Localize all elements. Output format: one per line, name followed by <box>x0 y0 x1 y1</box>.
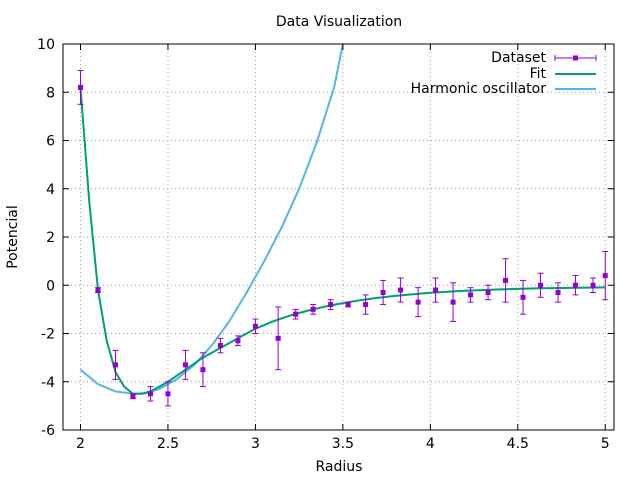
data-point <box>572 275 579 296</box>
y-axis-label: Potencial <box>5 205 21 269</box>
data-marker <box>77 84 83 90</box>
legend: Dataset Fit Harmonic oscillator <box>411 50 597 97</box>
y-tick-label: -4 <box>41 375 55 391</box>
data-point <box>432 277 439 303</box>
data-marker <box>503 277 509 283</box>
data-point <box>590 277 597 293</box>
data-marker <box>398 287 404 293</box>
y-tick-label: -6 <box>41 423 55 439</box>
data-marker <box>602 273 608 279</box>
data-marker <box>573 282 579 288</box>
harmonic-oscillator-line <box>79 44 344 395</box>
x-tick-label: 2.5 <box>157 436 179 452</box>
data-point <box>537 272 544 298</box>
data-point <box>397 277 404 303</box>
data-point <box>555 282 562 303</box>
data-marker <box>555 289 561 295</box>
grid <box>63 43 614 431</box>
data-point <box>520 279 527 315</box>
y-tick-label: 0 <box>46 278 55 294</box>
data-marker <box>275 335 281 341</box>
y-tick-label: 2 <box>46 230 55 246</box>
data-marker <box>293 311 299 317</box>
axis-ticks <box>63 43 614 431</box>
legend-label-fit: Fit <box>530 66 547 82</box>
legend-dataset-marker <box>573 55 578 61</box>
data-marker <box>415 299 421 305</box>
legend-label-dataset: Dataset <box>491 50 546 66</box>
data-point <box>327 299 334 310</box>
data-marker <box>468 292 474 298</box>
x-tick-label: 4 <box>426 436 435 452</box>
data-point <box>199 352 206 388</box>
x-tick-label: 5 <box>601 436 610 452</box>
data-marker <box>200 367 206 373</box>
data-point <box>292 308 299 320</box>
data-marker <box>345 302 351 308</box>
tick-labels: 2 2.5 3 3.5 4 4.5 5 -6 -4 -2 0 2 4 6 8 10 <box>37 37 610 452</box>
data-marker <box>590 282 596 288</box>
y-tick-label: 10 <box>37 37 55 53</box>
data-marker <box>433 287 439 293</box>
data-point <box>112 349 119 380</box>
legend-label-harmonic-oscillator: Harmonic oscillator <box>411 81 547 97</box>
data-point <box>345 301 352 308</box>
x-tick-label: 3 <box>251 436 260 452</box>
data-marker <box>182 362 188 368</box>
data-point <box>310 304 317 315</box>
data-point <box>164 381 171 407</box>
data-marker <box>147 391 153 397</box>
x-tick-label: 3.5 <box>332 436 354 452</box>
data-marker <box>363 302 369 308</box>
y-tick-label: 6 <box>46 134 55 150</box>
data-point <box>217 337 224 354</box>
data-marker <box>310 306 316 312</box>
data-point <box>467 287 474 303</box>
x-tick-label: 4.5 <box>507 436 529 452</box>
data-marker <box>130 393 136 399</box>
data-marker <box>235 338 241 344</box>
data-marker <box>95 287 101 293</box>
data-point <box>602 250 609 301</box>
data-point <box>450 282 457 322</box>
dataset-series <box>77 70 609 407</box>
data-marker <box>450 299 456 305</box>
y-tick-label: 4 <box>46 182 55 198</box>
data-point <box>362 294 369 315</box>
data-point <box>252 318 259 334</box>
data-point <box>234 335 241 347</box>
data-marker <box>217 343 223 349</box>
data-marker <box>165 391 171 397</box>
data-point <box>147 386 154 402</box>
data-point <box>415 287 422 318</box>
data-point <box>275 306 282 371</box>
data-point <box>129 393 136 400</box>
harmonic-oscillator-series <box>79 44 344 395</box>
data-marker <box>328 302 334 308</box>
data-point <box>77 70 84 105</box>
legend-key-dataset <box>554 55 597 61</box>
data-marker <box>485 289 491 295</box>
data-point <box>182 349 189 380</box>
data-marker <box>520 294 526 300</box>
x-axis-label: Radius <box>316 459 363 475</box>
data-point <box>502 258 509 303</box>
data-point <box>380 279 387 306</box>
data-marker <box>380 289 386 295</box>
y-tick-label: -2 <box>41 327 55 343</box>
data-marker <box>538 282 544 288</box>
chart-title: Data Visualization <box>276 14 402 30</box>
data-point <box>485 284 492 301</box>
x-tick-label: 2 <box>76 436 85 452</box>
data-marker <box>252 323 258 329</box>
data-point <box>94 287 101 293</box>
data-marker <box>112 362 118 368</box>
y-tick-label: 8 <box>46 85 55 101</box>
